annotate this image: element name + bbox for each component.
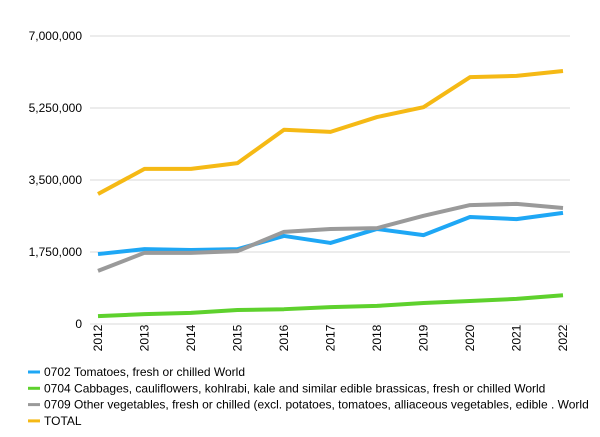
y-tick-label: 7,000,000 (29, 29, 83, 43)
x-tick-label: 2021 (510, 324, 524, 351)
x-tick-label: 2017 (324, 324, 338, 351)
series-line (97, 68, 564, 196)
y-tick-label: 5,250,000 (29, 101, 83, 115)
x-tick-label: 2018 (370, 324, 384, 351)
y-tick-label: 0 (75, 317, 82, 331)
legend-label: 0704 Cabbages, cauliflowers, kohlrabi, k… (44, 381, 545, 395)
x-tick-label: 2016 (277, 324, 291, 351)
x-tick-label: 2014 (184, 324, 198, 351)
series-line (97, 293, 564, 319)
x-tick-label: 2020 (463, 324, 477, 351)
x-tick-label: 2015 (231, 324, 245, 351)
series-line (97, 201, 564, 273)
x-tick-label: 2012 (91, 324, 105, 351)
y-tick-label: 1,750,000 (29, 245, 83, 259)
legend-label: TOTAL (44, 414, 82, 428)
series-line (97, 210, 564, 257)
legend-label: 0709 Other vegetables, fresh or chilled … (44, 398, 589, 412)
y-tick-label: 3,500,000 (29, 173, 83, 187)
x-tick-label: 2019 (417, 324, 431, 351)
x-tick-label: 2022 (556, 324, 570, 351)
x-tick-label: 2013 (138, 324, 152, 351)
legend-label: 0702 Tomatoes, fresh or chilled World (44, 365, 245, 379)
